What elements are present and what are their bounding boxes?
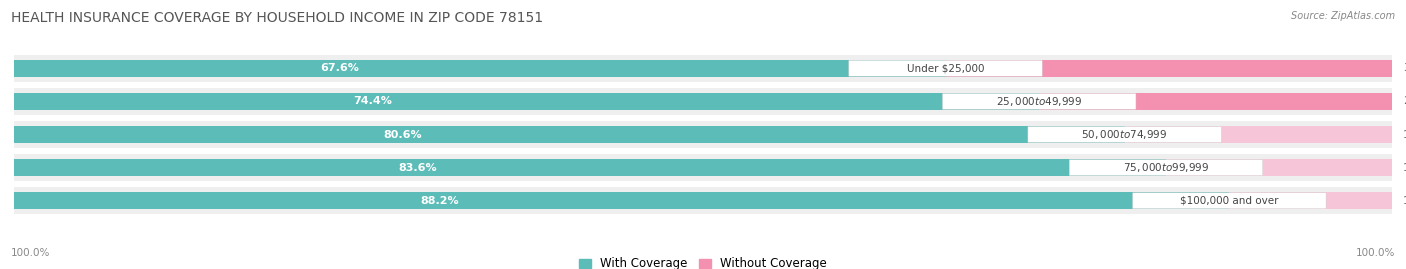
Text: 100.0%: 100.0% (11, 248, 51, 258)
Text: 16.4%: 16.4% (1403, 162, 1406, 173)
Text: $100,000 and over: $100,000 and over (1180, 196, 1278, 206)
Text: 100.0%: 100.0% (1355, 248, 1395, 258)
Bar (14, 159, 1166, 176)
FancyBboxPatch shape (1028, 126, 1222, 143)
FancyBboxPatch shape (1069, 160, 1263, 176)
Text: $50,000 to $74,999: $50,000 to $74,999 (1081, 128, 1168, 141)
Bar (14, 60, 945, 77)
Text: HEALTH INSURANCE COVERAGE BY HOUSEHOLD INCOME IN ZIP CODE 78151: HEALTH INSURANCE COVERAGE BY HOUSEHOLD I… (11, 11, 543, 25)
Text: 25.6%: 25.6% (1403, 96, 1406, 107)
Bar (1125, 126, 1392, 143)
Text: 32.4%: 32.4% (1403, 63, 1406, 73)
Text: 88.2%: 88.2% (420, 196, 458, 206)
Bar (1039, 93, 1392, 110)
Bar (1229, 192, 1392, 209)
Text: Source: ZipAtlas.com: Source: ZipAtlas.com (1291, 11, 1395, 21)
Text: Under $25,000: Under $25,000 (907, 63, 984, 73)
Bar (14, 55, 1392, 82)
Bar (14, 126, 1125, 143)
Bar (14, 93, 1039, 110)
Bar (14, 192, 1229, 209)
Text: 74.4%: 74.4% (353, 96, 392, 107)
Text: 67.6%: 67.6% (321, 63, 360, 73)
Text: $75,000 to $99,999: $75,000 to $99,999 (1123, 161, 1209, 174)
Bar (14, 154, 1392, 181)
Bar (1166, 159, 1392, 176)
Legend: With Coverage, Without Coverage: With Coverage, Without Coverage (574, 253, 832, 269)
FancyBboxPatch shape (849, 60, 1042, 76)
Bar (945, 60, 1392, 77)
Bar (14, 88, 1392, 115)
Bar (14, 121, 1392, 148)
FancyBboxPatch shape (1133, 193, 1326, 209)
Bar (14, 187, 1392, 214)
Text: 80.6%: 80.6% (384, 129, 422, 140)
Text: 83.6%: 83.6% (398, 162, 436, 173)
Text: 11.8%: 11.8% (1403, 196, 1406, 206)
Text: $25,000 to $49,999: $25,000 to $49,999 (995, 95, 1083, 108)
FancyBboxPatch shape (942, 93, 1136, 109)
Text: 19.4%: 19.4% (1403, 129, 1406, 140)
